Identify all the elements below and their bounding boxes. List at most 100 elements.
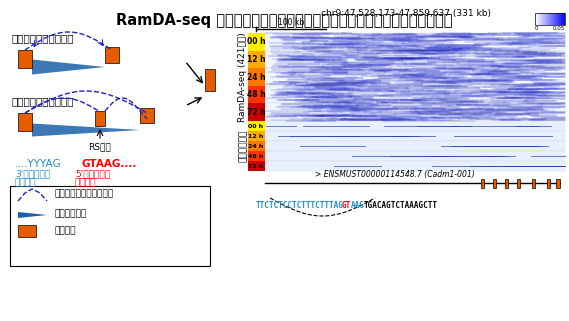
Text: 00 h: 00 h (249, 124, 263, 128)
Bar (547, 13, 548, 25)
Bar (551, 13, 552, 25)
Bar (248, 33, 265, 51)
Bar (554, 13, 555, 25)
Bar (248, 86, 265, 103)
Text: 12 h: 12 h (248, 134, 263, 138)
Bar (248, 68, 265, 86)
Bar (532, 179, 535, 188)
Polygon shape (18, 212, 47, 218)
Bar (265, 86, 565, 103)
Bar (505, 179, 508, 188)
Text: > ENSMUST00000114548.7 (Cadm1-001): > ENSMUST00000114548.7 (Cadm1-001) (315, 170, 475, 179)
Text: スプライシングパターン: スプライシングパターン (55, 189, 114, 198)
Bar (535, 13, 536, 25)
Bar (564, 13, 565, 25)
Bar (538, 13, 539, 25)
Bar (545, 13, 546, 25)
Bar (546, 13, 547, 25)
Bar (535, 13, 565, 25)
Bar (552, 13, 553, 25)
Text: ....YYYAG: ....YYYAG (15, 159, 61, 169)
Text: 72 h: 72 h (246, 108, 265, 117)
Text: 通常のスプライシング: 通常のスプライシング (12, 33, 75, 43)
Bar (18, 225, 36, 237)
Bar (541, 13, 542, 25)
Bar (543, 13, 544, 25)
Bar (265, 151, 565, 161)
Text: RamDA-seq によって一細胞レベルで多段階スプライシングを測定できた: RamDA-seq によって一細胞レベルで多段階スプライシングを測定できた (116, 13, 452, 28)
Bar (248, 103, 265, 121)
Bar (493, 179, 496, 188)
Bar (248, 151, 265, 161)
Text: エキソン: エキソン (55, 227, 76, 236)
Text: 3'スプライス: 3'スプライス (15, 169, 50, 178)
Bar (544, 13, 545, 25)
Bar (553, 13, 554, 25)
Bar (481, 179, 484, 188)
Text: TTCTCTCCTCTTTCTTTAG: TTCTCTCCTCTTTCTTTAG (256, 201, 344, 210)
Bar (265, 121, 565, 131)
Bar (140, 108, 154, 123)
Bar (265, 68, 565, 86)
Bar (265, 33, 565, 51)
Bar (248, 161, 265, 171)
Text: AAG: AAG (351, 201, 364, 210)
Bar (559, 13, 560, 25)
Bar (558, 13, 559, 25)
Bar (536, 13, 537, 25)
Polygon shape (32, 124, 140, 136)
Text: 48 h: 48 h (248, 153, 263, 159)
Bar (550, 13, 551, 25)
Text: 0: 0 (535, 26, 538, 31)
Bar (248, 51, 265, 68)
Bar (548, 13, 549, 25)
Bar (205, 69, 215, 91)
Bar (265, 103, 565, 121)
Bar (537, 13, 538, 25)
Text: 5'スプライス: 5'スプライス (75, 169, 110, 178)
Bar (542, 13, 543, 25)
Bar (560, 13, 561, 25)
Bar (248, 121, 265, 131)
Bar (561, 13, 562, 25)
Bar (10, 186, 210, 266)
Text: 48 h: 48 h (246, 90, 265, 99)
Text: GTAAG....: GTAAG.... (82, 159, 137, 169)
Text: TGACAGTCTAAAGCTT: TGACAGTCTAAAGCTT (364, 201, 438, 210)
Text: 12 h: 12 h (247, 55, 265, 64)
Text: RamDA-seq (421細胞): RamDA-seq (421細胞) (238, 32, 248, 122)
Text: 00 h: 00 h (247, 37, 265, 46)
Bar (555, 13, 556, 25)
Bar (556, 179, 560, 188)
Text: 各時刻の平均: 各時刻の平均 (238, 130, 248, 162)
Bar (95, 111, 105, 126)
Bar (18, 50, 32, 68)
Polygon shape (32, 59, 105, 74)
Bar (547, 179, 550, 188)
Text: RS部位: RS部位 (89, 142, 112, 151)
Text: 24 h: 24 h (248, 143, 263, 149)
Bar (265, 131, 565, 141)
Bar (557, 13, 558, 25)
Bar (556, 13, 557, 25)
Bar (265, 161, 565, 171)
Bar (540, 13, 541, 25)
Text: 多段階スプライシング: 多段階スプライシング (12, 96, 75, 106)
Bar (18, 113, 32, 131)
Bar (248, 131, 265, 141)
Bar (539, 13, 540, 25)
Bar (105, 47, 119, 63)
Text: 72 h: 72 h (248, 163, 263, 169)
Bar (549, 13, 550, 25)
Bar (562, 13, 563, 25)
Bar (265, 141, 565, 151)
Bar (248, 141, 265, 151)
Text: 100 kb: 100 kb (278, 18, 304, 27)
Bar (563, 13, 564, 25)
Text: chr9:47,528,173-47,859,637 (331 kb): chr9:47,528,173-47,859,637 (331 kb) (321, 9, 492, 18)
Text: GT: GT (341, 201, 351, 210)
Text: 0.05: 0.05 (552, 26, 565, 31)
Text: リードの分布: リードの分布 (55, 210, 87, 219)
Text: 24 h: 24 h (247, 73, 265, 82)
Text: モチーフ: モチーフ (75, 178, 97, 187)
